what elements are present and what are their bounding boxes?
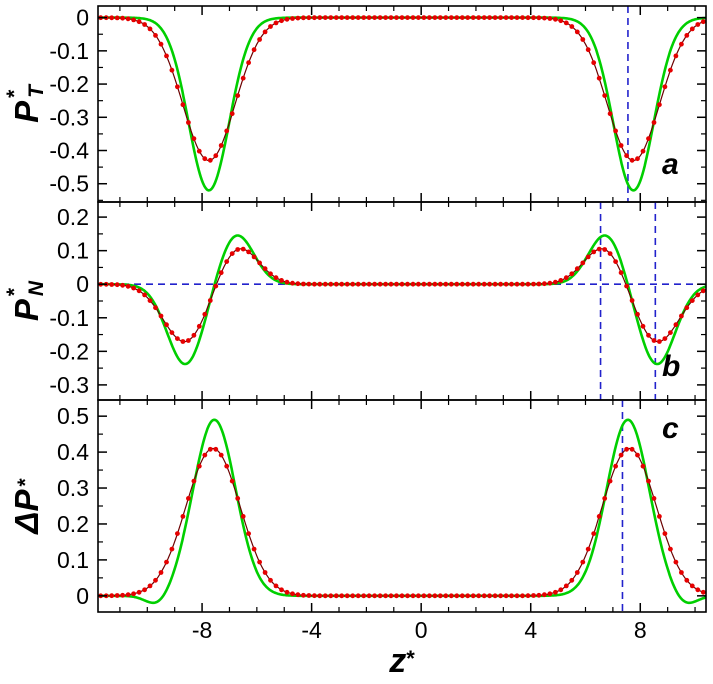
svg-text:-0.4: -0.4: [49, 138, 89, 164]
svg-text:0: 0: [415, 617, 428, 643]
svg-text:-0.1: -0.1: [49, 305, 89, 331]
svg-text:0.2: 0.2: [57, 511, 89, 537]
svg-text:4: 4: [524, 617, 537, 643]
svg-text:0.1: 0.1: [57, 238, 89, 264]
svg-text:-0.2: -0.2: [49, 338, 89, 364]
svg-text:-0.1: -0.1: [49, 38, 89, 64]
svg-text:0.1: 0.1: [57, 547, 89, 573]
panel-letter-b: b: [662, 350, 681, 383]
svg-text:0: 0: [76, 583, 89, 609]
xlabel-base: z: [389, 642, 407, 680]
svg-text:-8: -8: [192, 617, 212, 643]
svg-text:-0.3: -0.3: [49, 372, 89, 398]
svg-text:0.5: 0.5: [57, 403, 89, 429]
svg-text:-0.2: -0.2: [49, 71, 89, 97]
svg-text:0.4: 0.4: [57, 439, 89, 465]
svg-text:0.2: 0.2: [57, 204, 89, 230]
svg-text:-4: -4: [301, 617, 322, 643]
xlabel-superscript: *: [406, 646, 415, 671]
x-axis-label: z*: [98, 644, 706, 678]
panel-letter-c: c: [662, 412, 679, 445]
svg-text:-0.3: -0.3: [49, 104, 89, 130]
svg-text:-0.5: -0.5: [49, 171, 89, 197]
panel-letter-a: a: [662, 148, 679, 181]
svg-text:0: 0: [76, 271, 89, 297]
svg-text:8: 8: [634, 617, 647, 643]
svg-text:0: 0: [76, 5, 89, 31]
svg-text:0.3: 0.3: [57, 475, 89, 501]
